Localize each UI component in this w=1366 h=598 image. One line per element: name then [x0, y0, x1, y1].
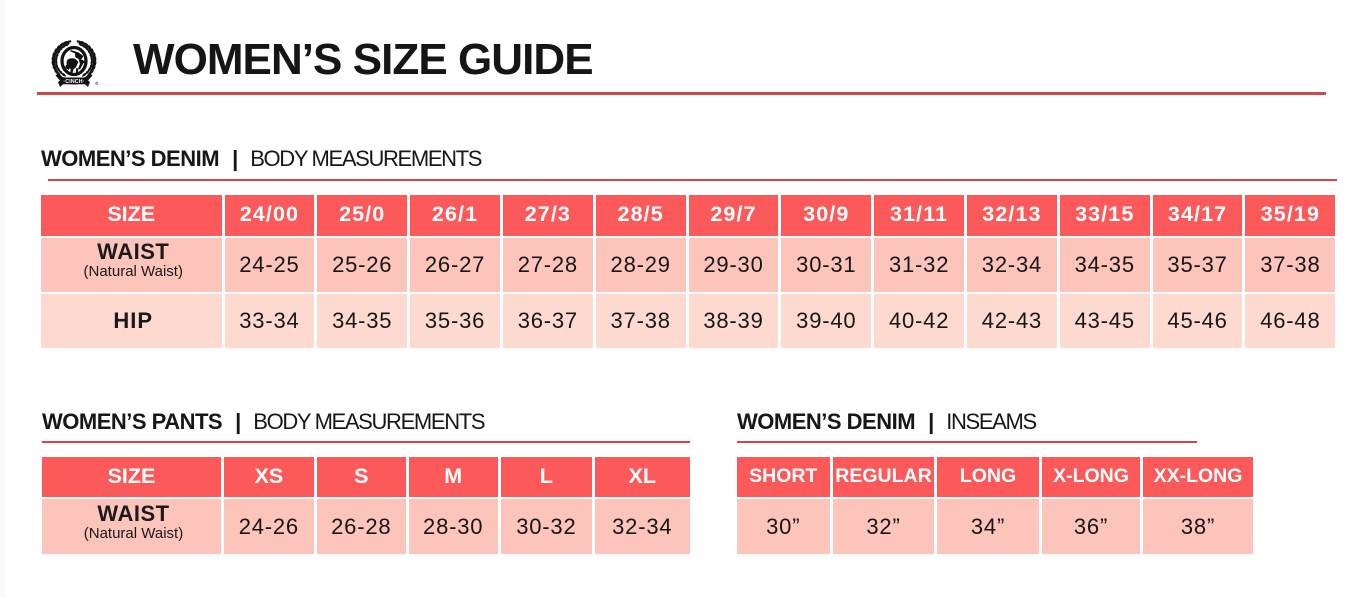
svg-text:R: R: [96, 83, 98, 85]
svg-text:·CINCH·: ·CINCH·: [63, 79, 84, 85]
